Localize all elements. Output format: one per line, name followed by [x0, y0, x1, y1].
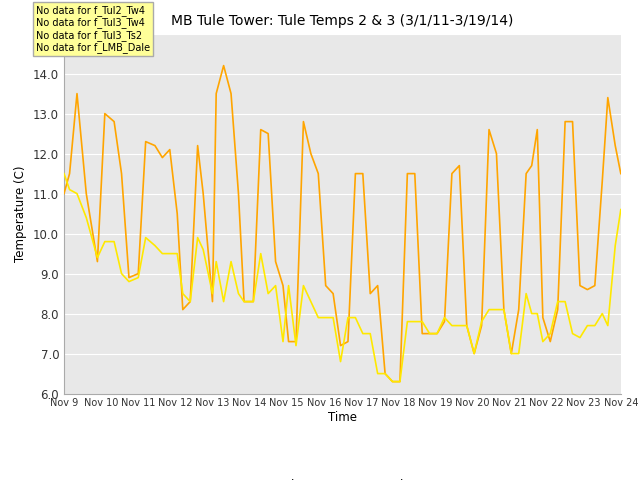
Text: No data for f_Tul2_Tw4
No data for f_Tul3_Tw4
No data for f_Tul3_Ts2
No data for: No data for f_Tul2_Tw4 No data for f_Tul…	[36, 5, 150, 53]
X-axis label: Time: Time	[328, 411, 357, 424]
Legend: Tul2_Ts-2, Tul2_Ts-8: Tul2_Ts-2, Tul2_Ts-8	[240, 473, 445, 480]
Y-axis label: Temperature (C): Temperature (C)	[15, 165, 28, 262]
Title: MB Tule Tower: Tule Temps 2 & 3 (3/1/11-3/19/14): MB Tule Tower: Tule Temps 2 & 3 (3/1/11-…	[172, 14, 513, 28]
